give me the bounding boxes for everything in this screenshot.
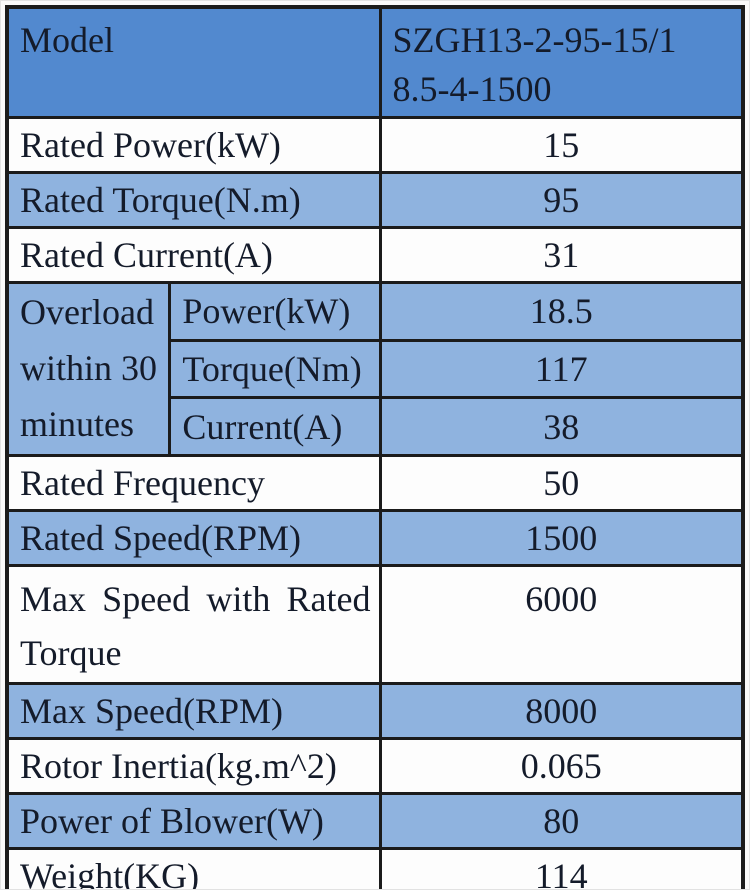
overload-power-value: 18.5 — [378, 281, 745, 342]
table-row-rated-frequency: Rated Frequency 50 — [5, 454, 745, 512]
overload-current-value: 38 — [378, 396, 745, 457]
weight-value: 114 — [378, 847, 745, 890]
table-row-overload-current: Current(A) 38 — [7, 396, 745, 457]
max-speed-rated-torque-value: 6000 — [378, 564, 745, 685]
table-row-overload-power: Overload within 30 minutes Power(kW) 18.… — [5, 281, 745, 457]
table-row-overload-torque: Torque(Nm) 117 — [7, 339, 745, 400]
rated-torque-value: 95 — [378, 171, 745, 229]
max-speed-rated-torque-label: Max Speed with Rated Torque — [5, 564, 382, 685]
table-row-rated-speed: Rated Speed(RPM) 1500 — [5, 509, 745, 567]
motor-spec-table: Model SZGH13-2-95-15/18.5-4-1500 Rated P… — [5, 5, 745, 890]
overload-current-label: Current(A) — [168, 396, 382, 457]
table-row-max-speed-rated-torque: Max Speed with Rated Torque 6000 — [5, 564, 745, 685]
max-speed-value: 8000 — [378, 682, 745, 740]
overload-power-label: Power(kW) — [168, 281, 382, 342]
rated-speed-value: 1500 — [378, 509, 745, 567]
overload-torque-value: 117 — [378, 339, 745, 400]
table-row-rated-torque: Rated Torque(N.m) 95 — [5, 171, 745, 229]
rated-speed-label: Rated Speed(RPM) — [5, 509, 382, 567]
rated-power-value: 15 — [378, 116, 745, 174]
rated-frequency-label: Rated Frequency — [5, 454, 382, 512]
table-row-rated-power: Rated Power(kW) 15 — [5, 116, 745, 174]
table-row-max-speed: Max Speed(RPM) 8000 — [5, 682, 745, 740]
model-value: SZGH13-2-95-15/18.5-4-1500 — [378, 5, 745, 119]
overload-torque-label: Torque(Nm) — [168, 339, 382, 400]
rated-power-label: Rated Power(kW) — [5, 116, 382, 174]
blower-power-value: 80 — [378, 792, 745, 850]
max-speed-label: Max Speed(RPM) — [5, 682, 382, 740]
table-row-blower-power: Power of Blower(W) 80 — [5, 792, 745, 850]
model-label: Model — [5, 5, 382, 119]
blower-power-label: Power of Blower(W) — [5, 792, 382, 850]
overload-group-label: Overload within 30 minutes — [5, 281, 171, 457]
table-row-rotor-inertia: Rotor Inertia(kg.m^2) 0.065 — [5, 737, 745, 795]
rated-frequency-value: 50 — [378, 454, 745, 512]
table-row-rated-current: Rated Current(A) 31 — [5, 226, 745, 284]
table-row-weight: Weight(KG) 114 — [5, 847, 745, 890]
rotor-inertia-value: 0.065 — [378, 737, 745, 795]
table-row-model: Model SZGH13-2-95-15/18.5-4-1500 — [5, 5, 745, 119]
rated-torque-label: Rated Torque(N.m) — [5, 171, 382, 229]
weight-label: Weight(KG) — [5, 847, 382, 890]
rated-current-label: Rated Current(A) — [5, 226, 382, 284]
rotor-inertia-label: Rotor Inertia(kg.m^2) — [5, 737, 382, 795]
rated-current-value: 31 — [378, 226, 745, 284]
